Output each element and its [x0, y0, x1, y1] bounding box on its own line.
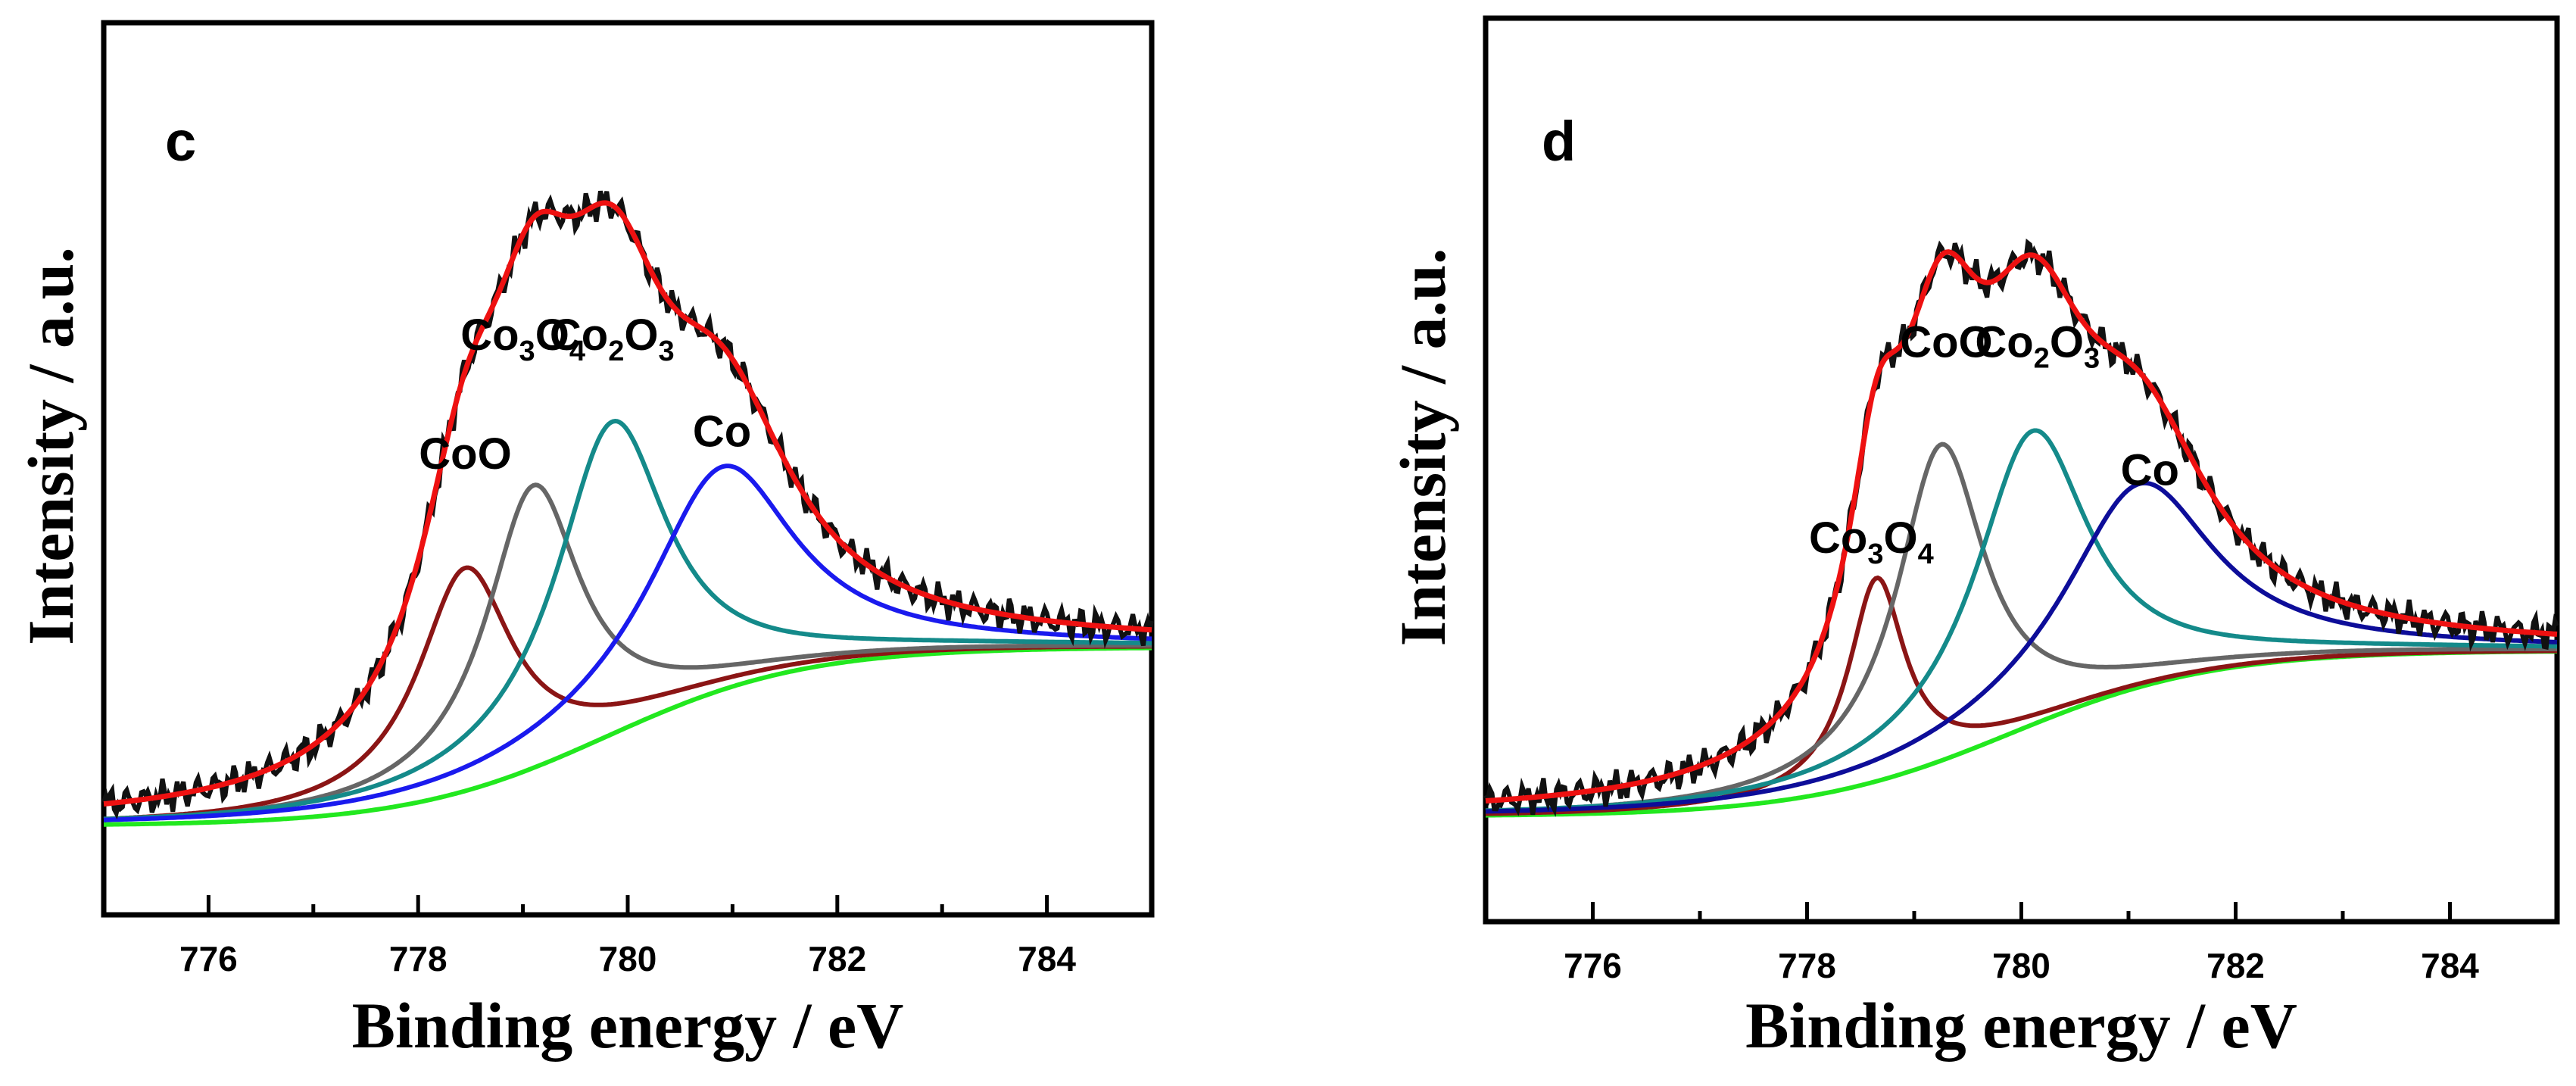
panel-d-x-axis-label: Binding energy / eV: [1745, 989, 2297, 1062]
panel-c-experimental-line: [101, 190, 1154, 820]
panel-d-background-line: [1485, 649, 2557, 818]
panel-d-component-label-0: Co3O4: [1809, 513, 1934, 570]
panel-d-x-tick-label: 784: [2421, 946, 2479, 985]
panel-d: 776 778 780 782 784 Binding energy / eV Intens…: [1386, 15, 2560, 1062]
panel-d-y-axis-label: Intensity / a.u.: [1386, 248, 1459, 647]
panel-c-component-label-3: Co: [693, 407, 751, 457]
panel-d-component-label-2: Co2O3: [1975, 317, 2100, 374]
panel-d-x-tick-label: 776: [1564, 946, 1622, 985]
panel-c-component-label-2: Co2O3: [550, 311, 675, 367]
panel-d-experimental-line: [1483, 239, 2559, 817]
panel-c-y-axis-label: Intensity / a.u.: [14, 247, 87, 645]
panel-d-x-tick-label: 780: [1992, 946, 2051, 985]
panel-c-component-label-0: CoO: [419, 429, 511, 479]
panel-c-x-tick-label: 778: [389, 939, 448, 978]
panel-d-component-label-1: CoO: [1900, 317, 1992, 367]
panel-c-component-label-1: Co3O4: [460, 311, 585, 367]
panel-d-component-label-3: Co: [2121, 445, 2179, 495]
panel-c-background-line: [104, 645, 1152, 827]
panel-c-x-tick-label: 776: [179, 939, 238, 978]
panel-c-x-tick-label: 782: [808, 939, 866, 978]
panel-d-x-tick-label: 782: [2206, 946, 2265, 985]
panel-c-panel-letter: c: [165, 110, 196, 173]
panel-d-fit-envelope-line: [1485, 249, 2558, 804]
panel-d-panel-letter: d: [1542, 110, 1576, 173]
panel-c-x-tick-label: 780: [599, 939, 657, 978]
panel-c-x-axis-label: Binding energy / eV: [352, 989, 904, 1062]
panel-c-component-line-2: [103, 418, 1152, 822]
panel-d-component-line-3: [1485, 480, 2558, 814]
panel-d-component-line-2: [1485, 428, 2557, 813]
panel-c: 776 778 780 782 784 Binding energy / eV Intens…: [14, 20, 1155, 1062]
panel-d-x-tick-label: 778: [1778, 946, 1836, 985]
panel-c-fit-envelope-line: [103, 200, 1152, 807]
panel-c-component-line-3: [103, 463, 1152, 822]
panel-c-x-tick-label: 784: [1018, 939, 1076, 978]
